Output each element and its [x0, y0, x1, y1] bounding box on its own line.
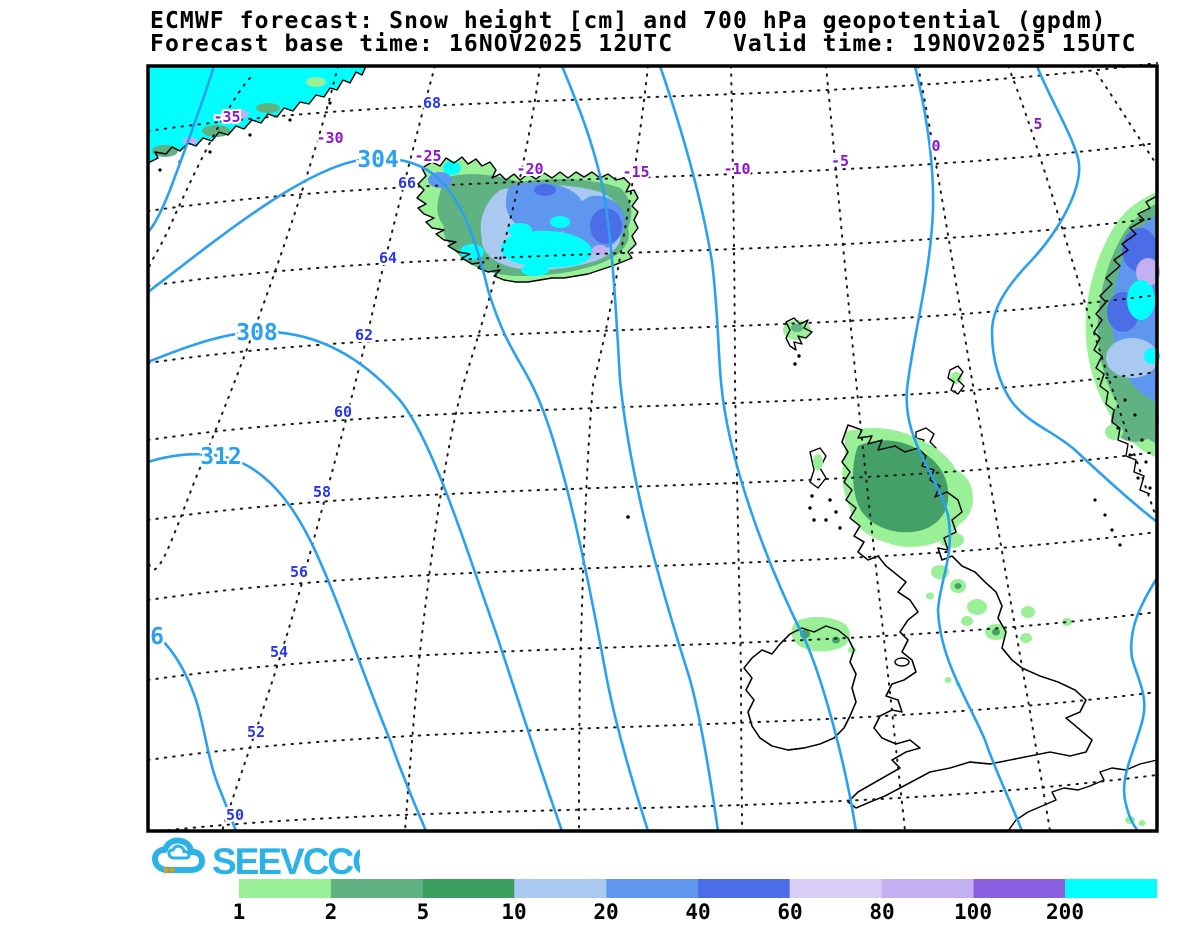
chevron-icon	[164, 866, 170, 874]
longitude-label: -35	[213, 108, 240, 126]
longitude-label: 5	[1033, 115, 1042, 133]
legend-value: 2	[325, 900, 338, 924]
map-frame	[146, 64, 1159, 833]
map-title: ECMWF forecast: Snow height [cm] and 700…	[150, 8, 1107, 34]
longitude-label: -20	[516, 160, 543, 178]
greenland-coast	[147, 65, 367, 172]
geopotential-contour	[146, 64, 216, 234]
geopotential-label: 312	[200, 444, 242, 470]
longitude-label: -10	[723, 160, 750, 178]
latitude-label: 56	[290, 563, 308, 581]
latitude-label: 64	[379, 249, 397, 267]
latitude-label: 60	[334, 403, 352, 421]
geopotential-contour	[146, 330, 564, 833]
latitude-label: 58	[313, 483, 331, 501]
legend-value: 60	[777, 900, 802, 924]
legend-value: 20	[593, 900, 618, 924]
legend-swatch	[881, 879, 974, 898]
geopotential-contour	[146, 157, 650, 833]
legend-swatch	[606, 879, 698, 898]
norway-coast	[1085, 192, 1160, 547]
legend-swatch	[973, 879, 1066, 898]
latitude-label: 50	[226, 806, 244, 824]
legend-value: 40	[685, 900, 710, 924]
map-labels: 304 308 312 6 68 66 64 62 60 58 56 54 52…	[148, 92, 1045, 826]
isle-of-man	[894, 657, 910, 667]
legend-value: 10	[501, 900, 526, 924]
legend-swatch	[1065, 879, 1157, 898]
geopotential-contour	[560, 64, 720, 833]
logo-text: SEEVCCC	[212, 841, 360, 882]
latitude-label: 52	[247, 723, 265, 741]
latitude-label: 62	[355, 326, 373, 344]
longitude-label: 0	[931, 137, 940, 155]
legend-swatch	[789, 879, 882, 898]
seevccc-logo: SEEVCCC	[152, 837, 360, 882]
graticule	[147, 62, 1158, 832]
legend-swatch	[330, 879, 423, 898]
chevron-icon	[170, 866, 176, 874]
iceland-coast	[416, 156, 639, 283]
legend-value: 200	[1046, 900, 1084, 924]
land-layer	[147, 65, 1160, 832]
legend-swatch	[698, 879, 790, 898]
legend-swatch	[239, 879, 331, 898]
latitude-label: 54	[270, 643, 288, 661]
geopotential-contour	[146, 452, 428, 833]
longitude-label: -25	[414, 147, 441, 165]
geopotential-label: 6	[150, 624, 164, 650]
geopotential-label: 308	[236, 320, 278, 346]
ireland-coast	[743, 616, 857, 751]
geopotential-contours	[146, 64, 1159, 833]
geopotential-contour	[658, 64, 858, 833]
legend-value: 80	[869, 900, 894, 924]
legend-swatch	[514, 879, 607, 898]
geopotential-contour	[990, 64, 1159, 524]
france-belgium-coast	[1007, 759, 1158, 832]
longitude-label: -30	[316, 129, 343, 147]
legend-value: 1	[233, 900, 246, 924]
cloud-icon	[152, 837, 205, 874]
geopotential-contour	[1122, 576, 1159, 833]
map-subtitle: Forecast base time: 16NOV2025 12UTC Vali…	[150, 31, 1137, 57]
latitude-label: 68	[423, 94, 441, 112]
geopotential-contour	[905, 64, 1024, 833]
legend-value: 100	[954, 900, 992, 924]
great-britain-coast	[841, 424, 1093, 809]
geopotential-label: 304	[357, 147, 399, 173]
snow-height-legend: 1 2 5 10 20 40 60 80 100 200	[233, 879, 1157, 924]
longitude-label: -5	[831, 152, 849, 170]
longitude-label: -15	[622, 163, 649, 181]
legend-value: 5	[417, 900, 430, 924]
legend-swatch	[422, 879, 515, 898]
geopotential-contour	[146, 628, 238, 833]
latitude-label: 66	[398, 174, 416, 192]
